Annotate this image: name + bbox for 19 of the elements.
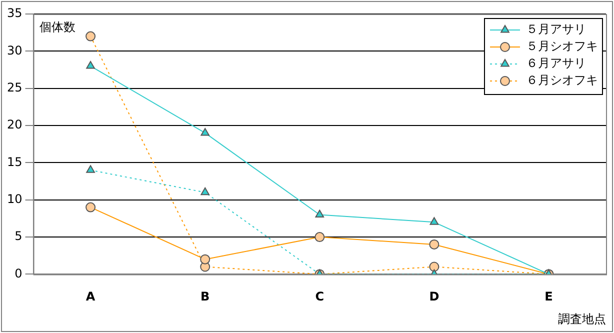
y-tick-label: 35 xyxy=(6,6,22,20)
x-tick-label: A xyxy=(86,290,96,304)
x-tick-label: D xyxy=(429,290,440,304)
legend-label: ５月アサリ xyxy=(526,22,586,36)
legend-label: ６月シオフキ xyxy=(526,73,598,88)
x-tick-label: E xyxy=(544,290,553,304)
y-tick-label: 10 xyxy=(6,192,22,206)
legend-label: ５月シオフキ xyxy=(526,39,598,54)
x-tick-label: C xyxy=(315,290,324,304)
y-tick-label: 30 xyxy=(6,43,22,58)
y-tick-label: 0 xyxy=(14,266,22,280)
y-tick-label: 20 xyxy=(6,118,22,132)
x-axis-title: 調査地点 xyxy=(558,312,606,326)
x-tick-label: B xyxy=(200,290,210,304)
legend-label: ６月アサリ xyxy=(526,56,586,70)
y-tick-label: 5 xyxy=(14,229,22,244)
y-tick-label: 25 xyxy=(6,80,22,94)
y-tick-label: 15 xyxy=(6,154,22,169)
y-axis-title: 個体数 xyxy=(39,20,76,34)
